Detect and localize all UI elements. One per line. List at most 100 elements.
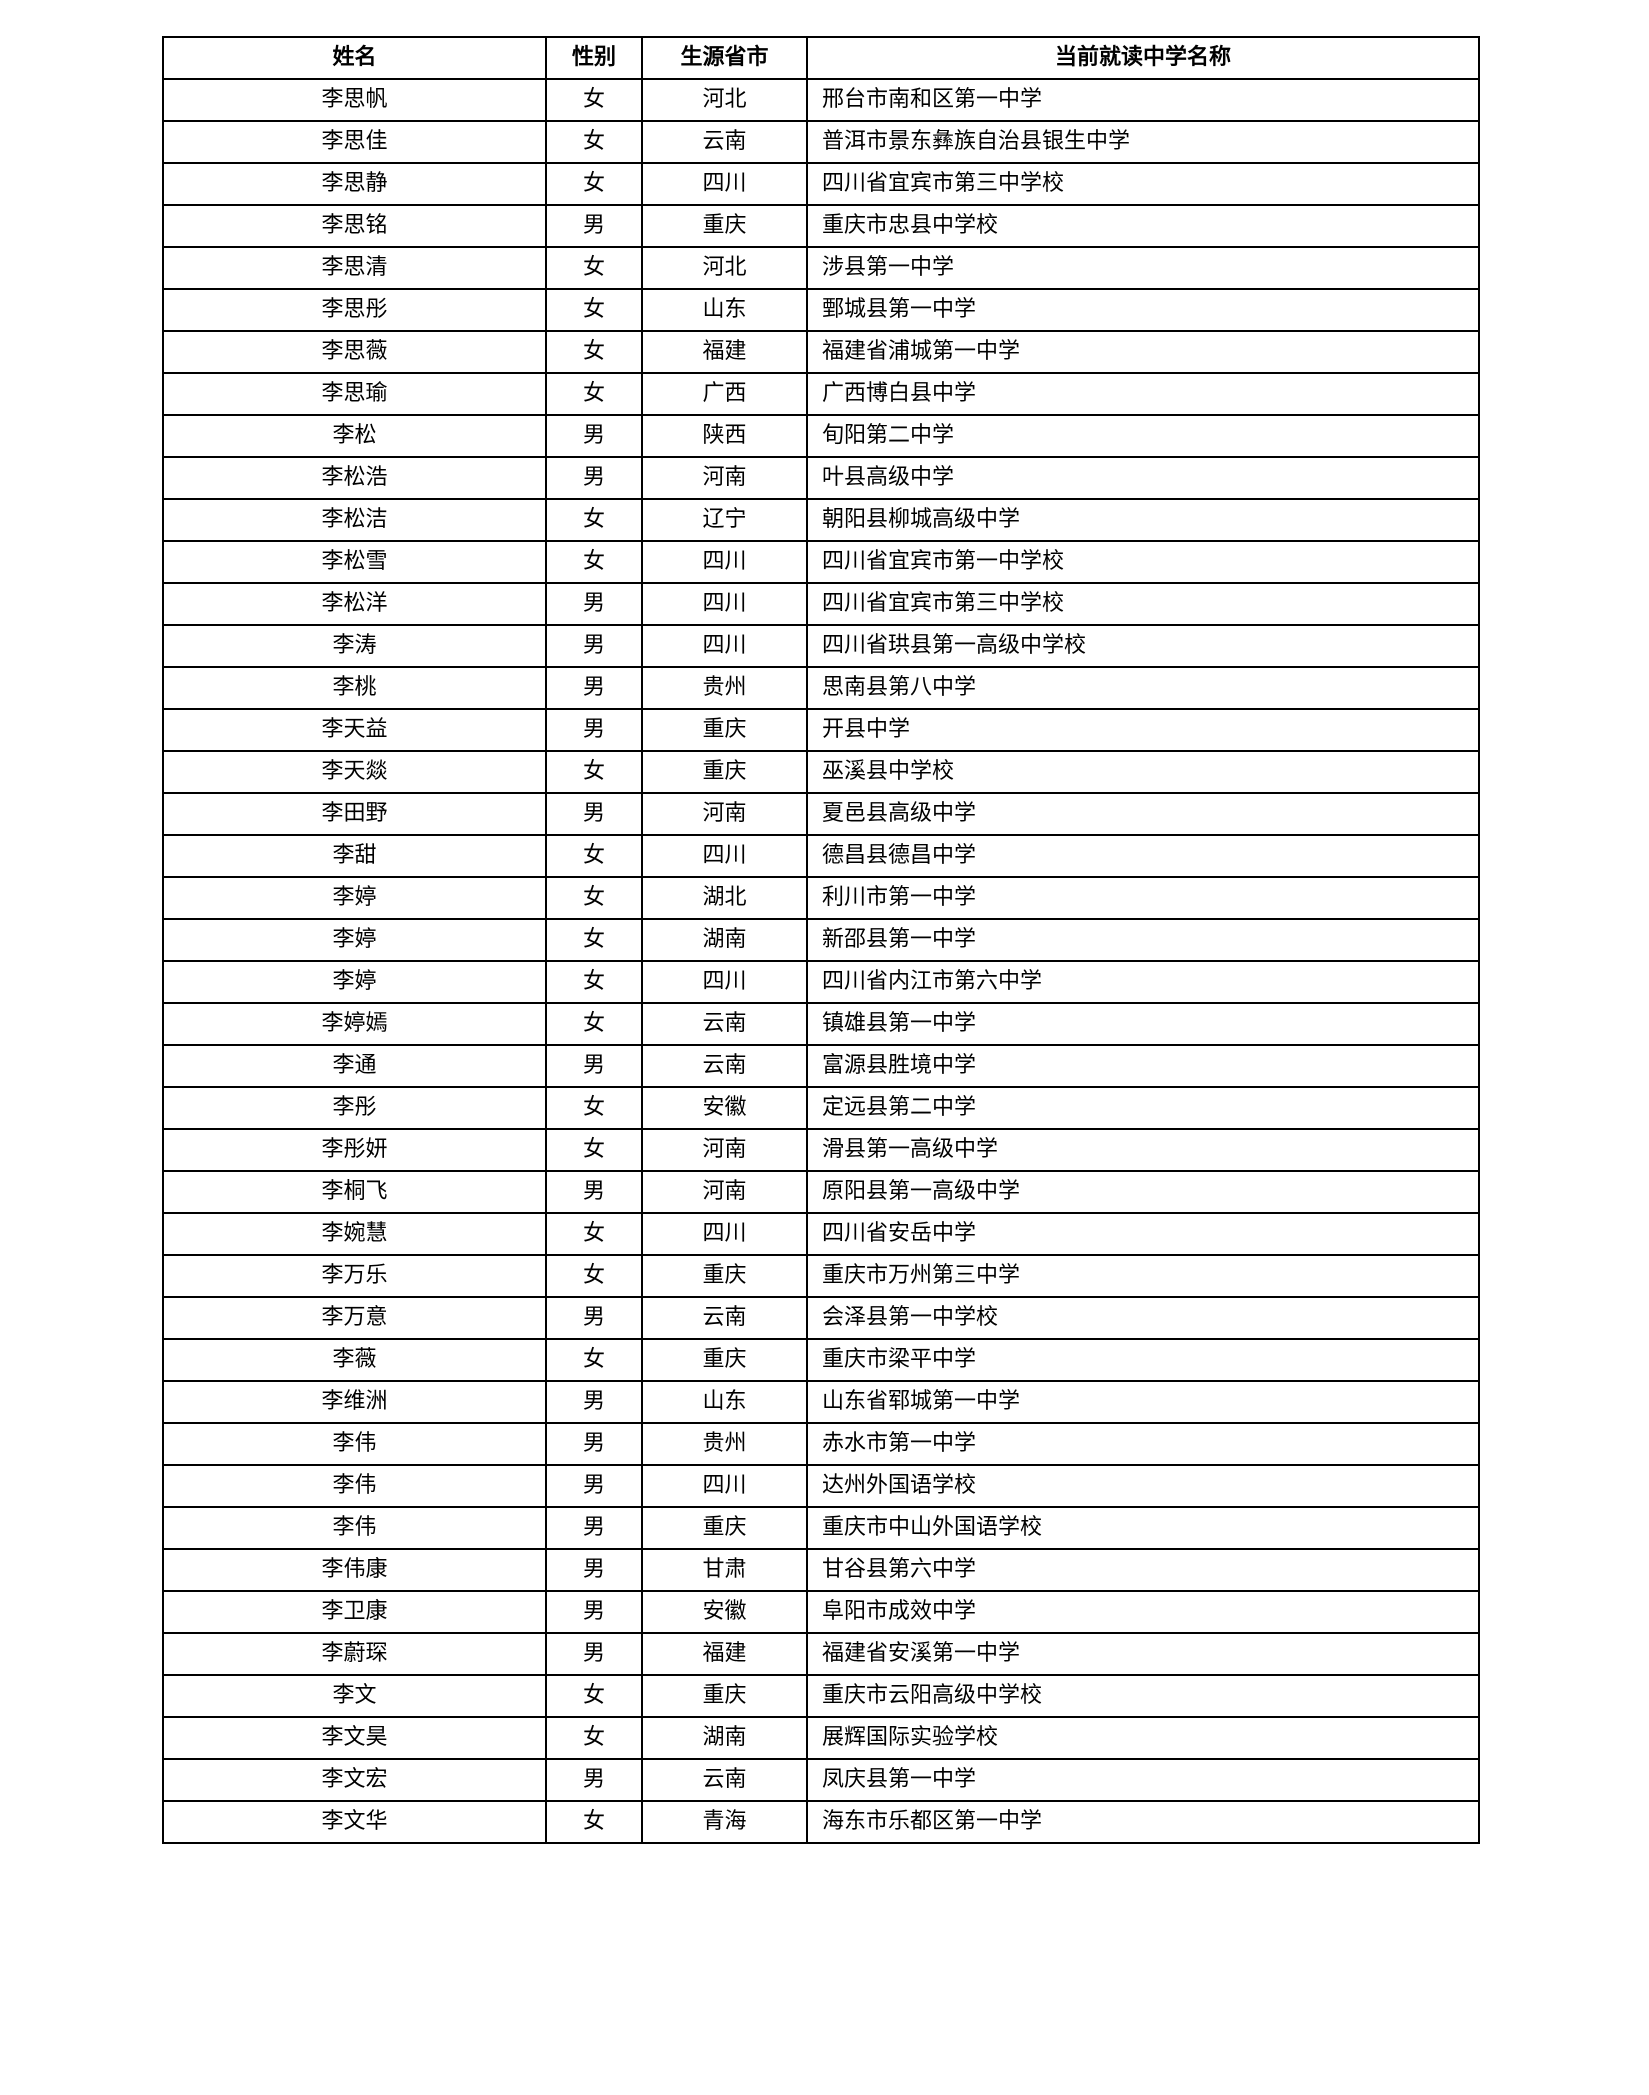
table-row: 李思瑜女广西 广西博白县中学 xyxy=(162,372,1480,416)
cell-name: 李田野 xyxy=(162,792,547,836)
cell-school: 会泽县第一中学校 xyxy=(806,1296,1480,1340)
cell-name: 李思彤 xyxy=(162,288,547,332)
cell-name: 李维洲 xyxy=(162,1380,547,1424)
cell-gender: 女 xyxy=(545,1338,643,1382)
cell-gender: 男 xyxy=(545,1380,643,1424)
cell-province: 湖南 xyxy=(641,918,808,962)
cell-province: 湖南 xyxy=(641,1716,808,1760)
cell-name: 李万乐 xyxy=(162,1254,547,1298)
table-row: 李文华女青海 海东市乐都区第一中学 xyxy=(162,1800,1480,1844)
table-row: 李松雪女四川 四川省宜宾市第一中学校 xyxy=(162,540,1480,584)
table-row: 李思静女四川 四川省宜宾市第三中学校 xyxy=(162,162,1480,206)
cell-school: 原阳县第一高级中学 xyxy=(806,1170,1480,1214)
cell-school: 叶县高级中学 xyxy=(806,456,1480,500)
cell-name: 李思静 xyxy=(162,162,547,206)
table-row: 李文昊女湖南 展辉国际实验学校 xyxy=(162,1716,1480,1760)
cell-province: 山东 xyxy=(641,1380,808,1424)
cell-province: 福建 xyxy=(641,330,808,374)
cell-school: 重庆市忠县中学校 xyxy=(806,204,1480,248)
cell-school: 达州外国语学校 xyxy=(806,1464,1480,1508)
cell-name: 李伟 xyxy=(162,1464,547,1508)
table-row: 李桃男贵州 思南县第八中学 xyxy=(162,666,1480,710)
cell-province: 重庆 xyxy=(641,1338,808,1382)
student-table: 姓名 性别 生源省市 当前就读中学名称 李思帆女河北 邢台市南和区第一中学 李思佳女… xyxy=(162,36,1480,1844)
table-row: 李思佳女云南 普洱市景东彝族自治县银生中学 xyxy=(162,120,1480,164)
cell-province: 辽宁 xyxy=(641,498,808,542)
table-row: 李万意男云南 会泽县第一中学校 xyxy=(162,1296,1480,1340)
cell-gender: 女 xyxy=(545,960,643,1004)
cell-school: 富源县胜境中学 xyxy=(806,1044,1480,1088)
table-row: 李松浩男河南 叶县高级中学 xyxy=(162,456,1480,500)
cell-name: 李伟康 xyxy=(162,1548,547,1592)
cell-province: 湖北 xyxy=(641,876,808,920)
cell-gender: 女 xyxy=(545,78,643,122)
cell-province: 河北 xyxy=(641,246,808,290)
cell-gender: 女 xyxy=(545,246,643,290)
header-gender: 性别 xyxy=(545,36,643,80)
cell-province: 四川 xyxy=(641,624,808,668)
table-row: 李涛男四川 四川省珙县第一高级中学校 xyxy=(162,624,1480,668)
cell-name: 李天益 xyxy=(162,708,547,752)
cell-province: 云南 xyxy=(641,1758,808,1802)
cell-school: 涉县第一中学 xyxy=(806,246,1480,290)
cell-province: 贵州 xyxy=(641,1422,808,1466)
cell-gender: 女 xyxy=(545,1128,643,1172)
cell-name: 李婷 xyxy=(162,876,547,920)
cell-name: 李伟 xyxy=(162,1422,547,1466)
cell-school: 海东市乐都区第一中学 xyxy=(806,1800,1480,1844)
cell-province: 青海 xyxy=(641,1800,808,1844)
table-row: 李思彤女山东 鄄城县第一中学 xyxy=(162,288,1480,332)
cell-name: 李彤 xyxy=(162,1086,547,1130)
cell-name: 李文昊 xyxy=(162,1716,547,1760)
cell-province: 山东 xyxy=(641,288,808,332)
table-row: 李思清女河北 涉县第一中学 xyxy=(162,246,1480,290)
cell-gender: 女 xyxy=(545,834,643,878)
cell-province: 甘肃 xyxy=(641,1548,808,1592)
header-school: 当前就读中学名称 xyxy=(806,36,1480,80)
cell-school: 重庆市中山外国语学校 xyxy=(806,1506,1480,1550)
table-row: 李文女重庆 重庆市云阳高级中学校 xyxy=(162,1674,1480,1718)
cell-gender: 男 xyxy=(545,582,643,626)
cell-name: 李甜 xyxy=(162,834,547,878)
table-row: 李婉慧女四川 四川省安岳中学 xyxy=(162,1212,1480,1256)
cell-province: 重庆 xyxy=(641,204,808,248)
cell-school: 德昌县德昌中学 xyxy=(806,834,1480,878)
cell-school: 广西博白县中学 xyxy=(806,372,1480,416)
cell-school: 四川省宜宾市第三中学校 xyxy=(806,162,1480,206)
cell-school: 阜阳市成效中学 xyxy=(806,1590,1480,1634)
cell-province: 陕西 xyxy=(641,414,808,458)
cell-province: 云南 xyxy=(641,1044,808,1088)
cell-province: 四川 xyxy=(641,960,808,1004)
cell-gender: 男 xyxy=(545,708,643,752)
cell-province: 四川 xyxy=(641,162,808,206)
header-province: 生源省市 xyxy=(641,36,808,80)
table-row: 李婷女湖南 新邵县第一中学 xyxy=(162,918,1480,962)
cell-gender: 女 xyxy=(545,1674,643,1718)
cell-school: 四川省宜宾市第三中学校 xyxy=(806,582,1480,626)
cell-gender: 女 xyxy=(545,120,643,164)
table-row: 李婷嫣女云南 镇雄县第一中学 xyxy=(162,1002,1480,1046)
cell-gender: 男 xyxy=(545,1632,643,1676)
cell-name: 李蔚琛 xyxy=(162,1632,547,1676)
cell-province: 河南 xyxy=(641,792,808,836)
table-row: 李甜女四川 德昌县德昌中学 xyxy=(162,834,1480,878)
table-row: 李田野男河南 夏邑县高级中学 xyxy=(162,792,1480,836)
cell-school: 定远县第二中学 xyxy=(806,1086,1480,1130)
cell-gender: 男 xyxy=(545,1044,643,1088)
cell-province: 河南 xyxy=(641,1128,808,1172)
cell-gender: 女 xyxy=(545,1086,643,1130)
cell-name: 李文 xyxy=(162,1674,547,1718)
table-row: 李思铭男重庆 重庆市忠县中学校 xyxy=(162,204,1480,248)
cell-province: 重庆 xyxy=(641,750,808,794)
cell-gender: 女 xyxy=(545,372,643,416)
cell-gender: 男 xyxy=(545,1548,643,1592)
cell-school: 福建省浦城第一中学 xyxy=(806,330,1480,374)
cell-province: 云南 xyxy=(641,1296,808,1340)
cell-school: 滑县第一高级中学 xyxy=(806,1128,1480,1172)
cell-name: 李文宏 xyxy=(162,1758,547,1802)
cell-name: 李松 xyxy=(162,414,547,458)
cell-gender: 女 xyxy=(545,1212,643,1256)
cell-province: 河南 xyxy=(641,1170,808,1214)
cell-gender: 男 xyxy=(545,456,643,500)
cell-gender: 男 xyxy=(545,1506,643,1550)
